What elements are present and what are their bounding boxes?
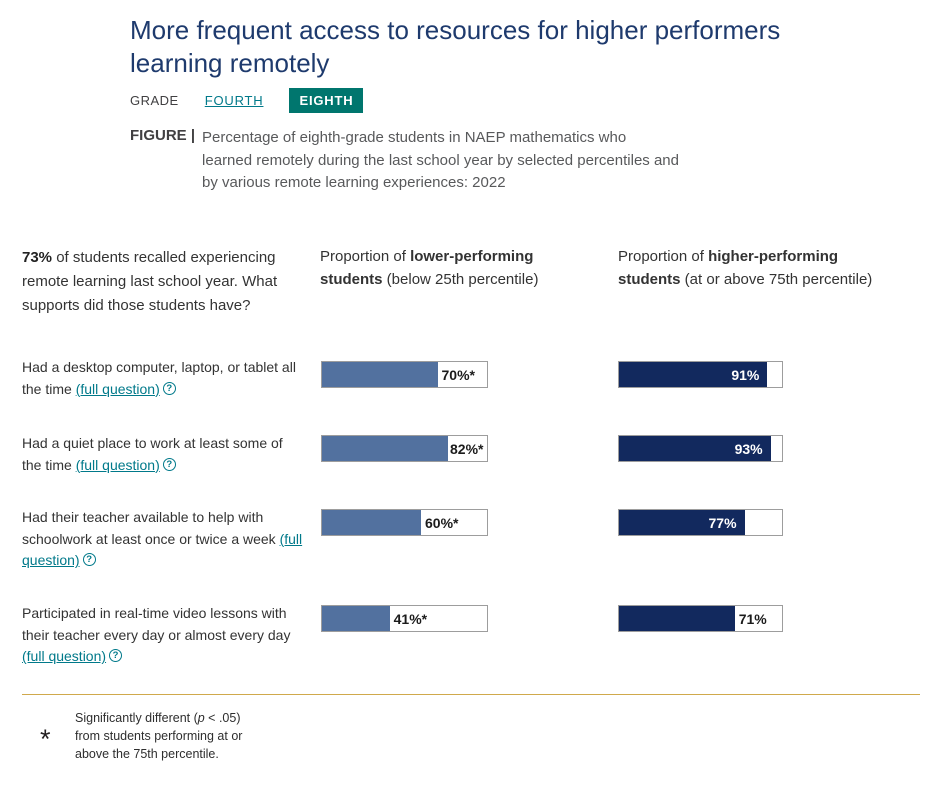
intro-rest: of students recalled experiencing remote… (22, 249, 278, 314)
column-header-lower-suffix: (below 25th percentile) (382, 270, 539, 288)
row-label: Participated in real-time video lessons … (22, 603, 306, 668)
column-header-higher-bold: higher-performing students (618, 248, 839, 288)
bar-fill (619, 436, 771, 461)
bar-fill (619, 510, 745, 535)
column-header-higher: Proportion of higher-performing students… (618, 246, 882, 291)
bar-value-label: 70%* (439, 362, 477, 387)
row-label: Had a desktop computer, laptop, or table… (22, 357, 306, 400)
full-question-link[interactable]: (full question) (22, 648, 107, 665)
bar-higher-performing: 93% (618, 435, 783, 462)
bar-fill (322, 510, 421, 535)
column-header-lower: Proportion of lower-performing students … (320, 246, 578, 291)
bar-value-label: 82%* (448, 436, 486, 461)
full-question-link[interactable]: (full question) (75, 380, 160, 397)
bar-value-label: 60%* (423, 510, 461, 535)
figure-caption-block: FIGURE | Percentage of eighth-grade stud… (130, 127, 680, 195)
bar-higher-performing: 91% (618, 361, 783, 388)
bar-higher-performing: 77% (618, 509, 783, 536)
full-question-link[interactable]: (full question) (22, 530, 303, 569)
grade-tab-eighth[interactable]: EIGHTH (289, 88, 364, 113)
figure-caption: Percentage of eighth-grade students in N… (202, 129, 679, 191)
bar-value-label: 71% (736, 606, 769, 631)
footnote-text: Significantly different (p < .05) from s… (75, 709, 245, 763)
column-header-higher-prefix: Proportion of (618, 248, 709, 265)
bar-value-label: 93% (734, 440, 763, 457)
bar-lower-performing: 60%* (321, 509, 488, 536)
row-label-text: Had a desktop computer, laptop, or table… (22, 359, 296, 397)
figure-label: FIGURE | (130, 127, 196, 144)
grade-selector: GRADE FOURTH EIGHTH (130, 88, 364, 113)
bar-value-label: 77% (708, 514, 737, 531)
column-header-lower-prefix: Proportion of (320, 248, 411, 265)
column-header-lower-bold: lower-performing students (320, 248, 534, 288)
full-question-link[interactable]: (full question) (75, 456, 160, 473)
bar-higher-performing: 71% (618, 605, 783, 632)
row-label: Had their teacher available to help with… (22, 507, 306, 572)
intro-stat: 73% (22, 249, 53, 266)
bar-fill (322, 362, 438, 387)
intro-text: 73% of students recalled experiencing re… (22, 246, 294, 318)
grade-label: GRADE (130, 93, 179, 108)
footnote-divider (22, 694, 920, 695)
footnote-pre: Significantly different ( (75, 711, 198, 725)
bar-value-label: 91% (731, 366, 760, 383)
question-mark-icon[interactable]: ? (162, 457, 176, 471)
bar-lower-performing: 70%* (321, 361, 488, 388)
question-mark-icon[interactable]: ? (82, 553, 96, 567)
footnote-italic-p: p (197, 711, 205, 725)
bar-fill (322, 606, 390, 631)
column-header-higher-suffix: (at or above 75th percentile) (680, 270, 873, 288)
row-label-text: Had a quiet place to work at least some … (22, 435, 283, 473)
row-label: Had a quiet place to work at least some … (22, 433, 306, 476)
row-label-text: Had their teacher available to help with… (22, 509, 280, 547)
question-mark-icon[interactable]: ? (162, 381, 176, 395)
bar-fill (322, 436, 458, 461)
page-title: More frequent access to resources for hi… (130, 14, 820, 79)
bar-fill (619, 362, 768, 387)
page-title-text: More frequent access to resources for hi… (130, 15, 781, 78)
bar-value-label: 41%* (391, 606, 430, 631)
bar-lower-performing: 82%* (321, 435, 488, 462)
bar-fill (619, 606, 735, 631)
bar-lower-performing: 41%* (321, 605, 488, 632)
question-mark-icon[interactable]: ? (109, 649, 123, 663)
footnote-asterisk: * (40, 724, 51, 754)
grade-tab-fourth[interactable]: FOURTH (204, 93, 264, 108)
row-label-text: Participated in real-time video lessons … (22, 605, 291, 643)
footnote-post: < .05) from students performing at or ab… (75, 711, 243, 762)
